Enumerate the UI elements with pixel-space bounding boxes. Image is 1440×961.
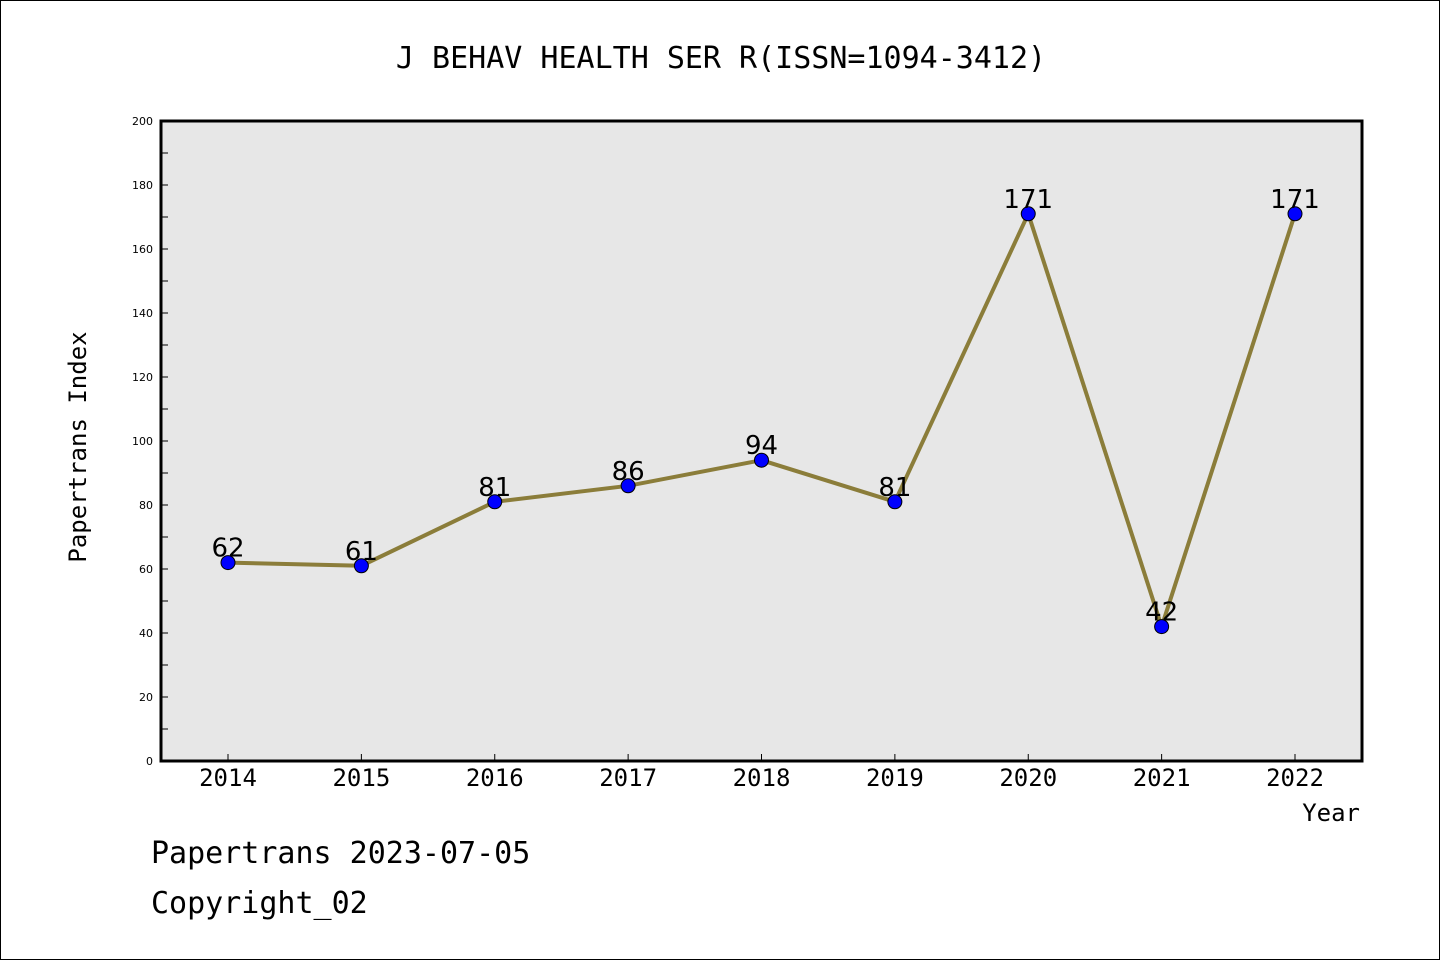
y-tick-label: 20 <box>139 691 153 704</box>
data-label: 42 <box>1145 598 1178 628</box>
x-tick-label: 2016 <box>466 764 524 792</box>
data-label: 81 <box>478 473 511 503</box>
data-point-marker <box>487 494 503 510</box>
y-tick-label: 200 <box>132 115 153 128</box>
x-tick-label: 2020 <box>999 764 1057 792</box>
data-label: 171 <box>1003 185 1053 215</box>
footer-copyright: Copyright_02 <box>151 886 368 921</box>
y-tick-label: 140 <box>132 307 153 320</box>
x-tick-label: 2022 <box>1266 764 1324 792</box>
y-tick-label: 120 <box>132 371 153 384</box>
y-tick-label: 180 <box>132 179 153 192</box>
y-tick-label: 40 <box>139 627 153 640</box>
x-tick-label: 2015 <box>332 764 390 792</box>
data-labels: 62 61 81 86 94 81 171 42 171 <box>211 185 1319 628</box>
x-tick-label: 2017 <box>599 764 657 792</box>
y-tick-label: 0 <box>146 755 153 768</box>
data-point-marker <box>353 558 369 574</box>
y-axis-label: Papertrans Index <box>64 331 92 562</box>
plot-border <box>159 119 1364 763</box>
y-tick-label: 160 <box>132 243 153 256</box>
data-markers <box>220 206 1303 635</box>
y-tick-label: 60 <box>139 563 153 576</box>
data-point-marker <box>754 452 769 468</box>
x-tick-label: 2018 <box>733 764 791 792</box>
data-point-marker <box>620 478 636 494</box>
data-point-marker <box>887 494 903 510</box>
data-label: 81 <box>878 473 911 503</box>
data-label: 86 <box>612 457 645 487</box>
chart-title: J BEHAV HEALTH SER R(ISSN=1094-3412) <box>396 41 1046 76</box>
y-tick-label: 80 <box>139 499 153 512</box>
data-label: 94 <box>745 431 778 461</box>
data-point-marker <box>1020 206 1036 222</box>
data-label: 61 <box>345 537 378 567</box>
x-axis-label: Year <box>1302 799 1360 827</box>
y-tick-label: 100 <box>132 435 153 448</box>
x-tick-label: 2021 <box>1133 764 1191 792</box>
x-axis: 2014 2015 2016 2017 2018 2019 2020 2021 2022 <box>199 754 1324 792</box>
data-label: 171 <box>1270 185 1320 215</box>
data-point-marker <box>1154 619 1170 635</box>
plot-area <box>161 121 1362 761</box>
data-point-marker <box>220 555 236 571</box>
footer-date: Papertrans 2023-07-05 <box>151 836 531 871</box>
x-tick-label: 2019 <box>866 764 924 792</box>
data-point-marker <box>1287 206 1303 222</box>
x-tick-label: 2014 <box>199 764 257 792</box>
data-label: 62 <box>211 534 244 564</box>
